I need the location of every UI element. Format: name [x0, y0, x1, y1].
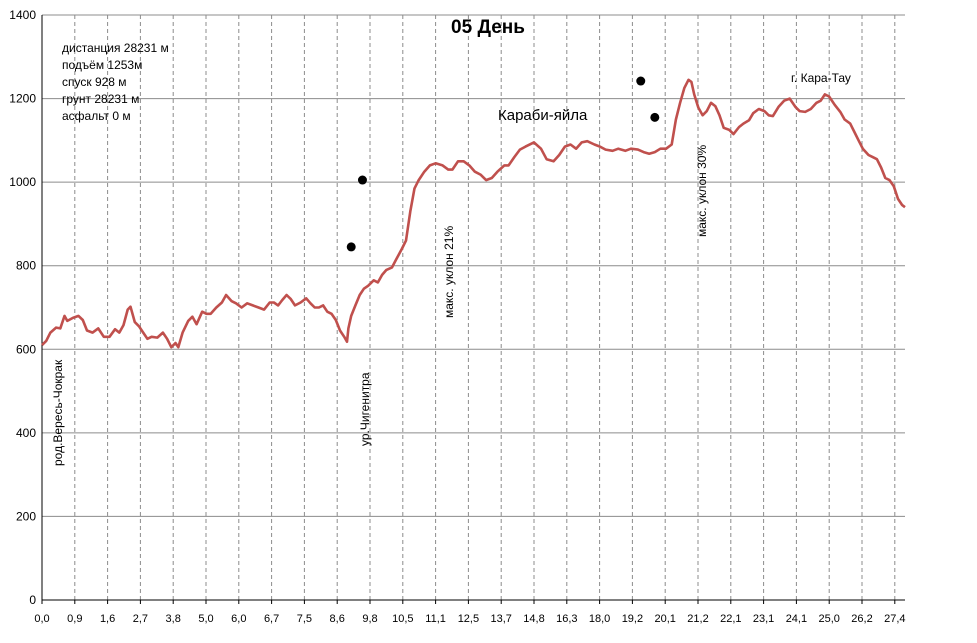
y-tick-label: 1400: [9, 8, 36, 22]
x-tick-label: 7,5: [297, 613, 312, 625]
x-tick-label: 6,0: [231, 613, 246, 625]
x-tick-label: 2,7: [133, 613, 148, 625]
x-tick-label: 14,8: [523, 613, 544, 625]
x-tick-label: 25,0: [818, 613, 839, 625]
stat-descent: спуск 928 м: [62, 75, 127, 89]
y-tick-label: 1000: [9, 175, 36, 189]
elevation-line: [41, 78, 906, 349]
label-chigenitra: ур.Чигенитра: [358, 372, 372, 446]
x-tick-label: 20,1: [654, 613, 675, 625]
x-tick-label: 3,8: [166, 613, 181, 625]
x-tick-label: 5,0: [198, 613, 213, 625]
label-start-spring: род.Вересь-Чокрак: [51, 359, 65, 466]
slope-marker-point: [636, 76, 646, 86]
x-tick-label: 18,0: [589, 613, 610, 625]
label-max-slope-21: макс. уклон 21%: [442, 226, 456, 318]
x-tick-label: 16,3: [556, 613, 577, 625]
x-tick-label: 0,9: [67, 613, 82, 625]
stat-ground: грунт 28231 м: [62, 92, 139, 106]
x-tick-label: 10,5: [392, 613, 413, 625]
series-elevation: [41, 76, 906, 349]
x-tick-label: 24,1: [786, 613, 807, 625]
x-tick-label: 23,1: [753, 613, 774, 625]
y-tick-label: 0: [29, 593, 36, 607]
x-tick-label: 11,1: [425, 613, 446, 625]
x-tick-label: 26,2: [851, 613, 872, 625]
label-karabi-yaila: Караби-яйла: [498, 107, 588, 124]
y-tick-label: 600: [16, 342, 36, 356]
y-tick-label: 200: [16, 509, 36, 523]
label-kara-tau: г. Кара-Тау: [791, 71, 851, 85]
label-max-slope-30: макс. уклон 30%: [695, 145, 709, 237]
grid: [42, 14, 905, 600]
x-tick-label: 13,7: [490, 613, 511, 625]
x-tick-label: 22,1: [720, 613, 741, 625]
x-tick-label: 27,4: [884, 613, 905, 625]
stat-asphalt: асфальт 0 м: [62, 109, 131, 123]
chart-title: 05 День: [451, 17, 525, 38]
stat-ascent: подъём 1253м: [62, 58, 142, 72]
x-tick-label: 21,2: [687, 613, 708, 625]
x-tick-label: 12,5: [458, 613, 479, 625]
slope-marker-point: [650, 112, 660, 122]
x-tick-label: 8,6: [330, 613, 345, 625]
y-tick-label: 400: [16, 426, 36, 440]
x-tick-label: 9,8: [362, 613, 377, 625]
stat-distance: дистанция 28231 м: [62, 41, 169, 55]
x-tick-label: 1,6: [100, 613, 115, 625]
axes: 0 200 400 600 800 1000 1200 1400 0,0 0,9 1,6 2,7 3,8…: [9, 8, 905, 625]
y-tick-label: 1200: [9, 92, 36, 106]
y-tick-label: 800: [16, 259, 36, 273]
x-tick-label: 19,2: [622, 613, 643, 625]
slope-marker-point: [357, 175, 367, 185]
x-tick-label: 0,0: [34, 613, 49, 625]
slope-marker-point: [346, 242, 356, 252]
x-tick-label: 6,7: [264, 613, 279, 625]
